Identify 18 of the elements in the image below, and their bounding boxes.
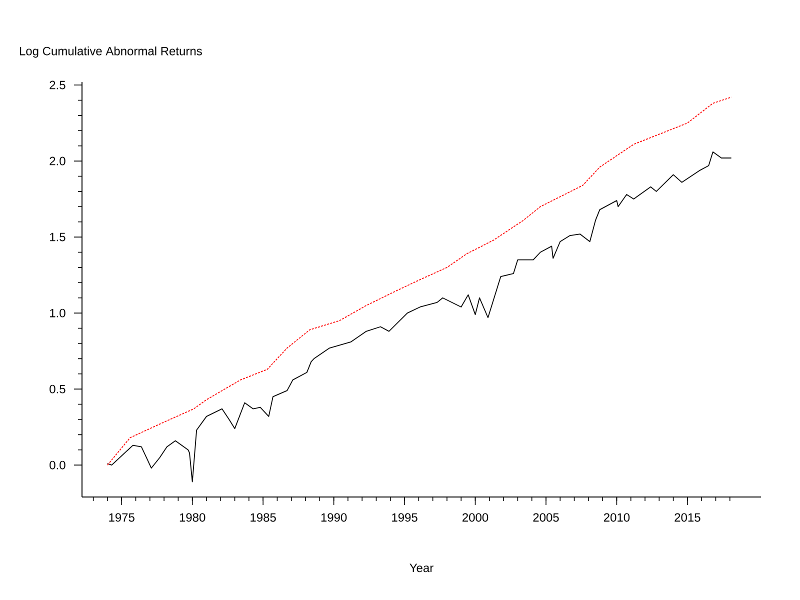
- y-tick-label: 0.5: [50, 384, 66, 394]
- x-tick-label: 2000: [462, 513, 488, 522]
- x-axis-title: Year: [410, 564, 434, 572]
- line-series: [107, 151, 732, 482]
- x-tick-label: 1975: [109, 513, 134, 522]
- y-axis-title: Log Cumulative Abnormal Returns: [20, 46, 202, 58]
- x-tick-label: 1980: [180, 513, 206, 522]
- y-tick-label: 1.0: [50, 308, 66, 318]
- y-tick-label: 2.0: [50, 156, 66, 166]
- x-tick-label: 2015: [674, 513, 700, 522]
- x-tick-label: 2005: [533, 513, 559, 522]
- x-tick-label: 1985: [250, 513, 276, 522]
- y-tick-label: 2.5: [50, 80, 66, 90]
- x-tick-label: 1990: [321, 513, 347, 522]
- x-tick-label: 2010: [604, 513, 630, 522]
- y-tick-label: 0.0: [50, 460, 66, 470]
- y-tick-label: 1.5: [50, 232, 66, 242]
- x-tick-label: 1995: [392, 513, 418, 522]
